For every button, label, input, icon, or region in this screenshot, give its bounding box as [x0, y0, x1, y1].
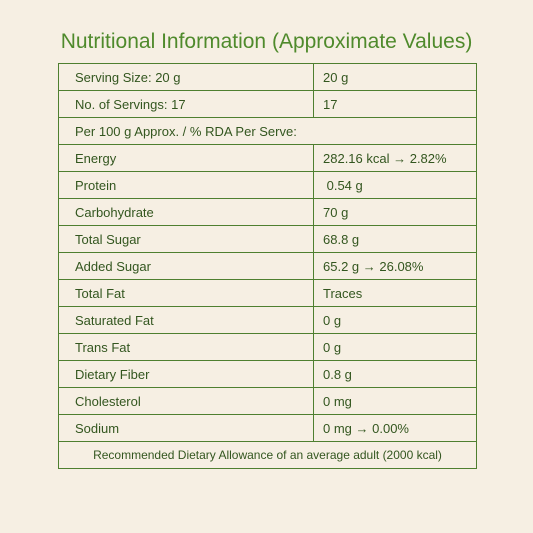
- nutrient-value: 0.8 g: [313, 360, 477, 388]
- table-row: Carbohydrate 70 g: [58, 198, 477, 226]
- nutrient-label: Dietary Fiber: [58, 360, 314, 388]
- nutrient-value: 0 mg: [313, 387, 477, 415]
- nutrient-value: 68.8 g: [313, 225, 477, 253]
- table-row: Added Sugar 65.2 g → 26.08%: [58, 252, 477, 280]
- table-row: Sodium 0 mg → 0.00%: [58, 414, 477, 442]
- servings-count-value: 17: [313, 90, 477, 118]
- nutrient-value: 65.2 g → 26.08%: [313, 252, 477, 280]
- table-row: Cholesterol 0 mg: [58, 387, 477, 415]
- nutrient-label: Cholesterol: [58, 387, 314, 415]
- nutrient-value: Traces: [313, 279, 477, 307]
- table-row: Per 100 g Approx. / % RDA Per Serve:: [58, 117, 477, 145]
- nutrient-value: 70 g: [313, 198, 477, 226]
- table-row: Total Fat Traces: [58, 279, 477, 307]
- rda-footnote: Recommended Dietary Allowance of an aver…: [58, 441, 477, 469]
- nutrient-label: Added Sugar: [58, 252, 314, 280]
- serving-size-value: 20 g: [313, 63, 477, 91]
- nutrient-value: 0 mg → 0.00%: [313, 414, 477, 442]
- table-row: Dietary Fiber 0.8 g: [58, 360, 477, 388]
- table-row: Recommended Dietary Allowance of an aver…: [58, 441, 477, 469]
- nutrient-value: 0 g: [313, 333, 477, 361]
- nutrient-value: 282.16 kcal → 2.82%: [313, 144, 477, 172]
- table-row: Saturated Fat 0 g: [58, 306, 477, 334]
- nutrient-label: Saturated Fat: [58, 306, 314, 334]
- table-row: Energy 282.16 kcal → 2.82%: [58, 144, 477, 172]
- nutrient-label: Sodium: [58, 414, 314, 442]
- table-row: Total Sugar 68.8 g: [58, 225, 477, 253]
- nutrient-label: Energy: [58, 144, 314, 172]
- nutrition-table: Serving Size: 20 g 20 g No. of Servings:…: [58, 63, 477, 469]
- nutrient-label: Trans Fat: [58, 333, 314, 361]
- table-row: No. of Servings: 17 17: [58, 90, 477, 118]
- table-row: Serving Size: 20 g 20 g: [58, 63, 477, 91]
- nutrient-label: Total Fat: [58, 279, 314, 307]
- serving-size-label: Serving Size: 20 g: [58, 63, 314, 91]
- servings-count-label: No. of Servings: 17: [58, 90, 314, 118]
- nutrient-value: 0.54 g: [313, 171, 477, 199]
- nutrient-label: Carbohydrate: [58, 198, 314, 226]
- page-title: Nutritional Information (Approximate Val…: [60, 30, 473, 53]
- table-row: Protein 0.54 g: [58, 171, 477, 199]
- table-row: Trans Fat 0 g: [58, 333, 477, 361]
- nutrient-label: Total Sugar: [58, 225, 314, 253]
- nutrient-value: 0 g: [313, 306, 477, 334]
- section-note: Per 100 g Approx. / % RDA Per Serve:: [58, 117, 477, 145]
- nutrient-label: Protein: [58, 171, 314, 199]
